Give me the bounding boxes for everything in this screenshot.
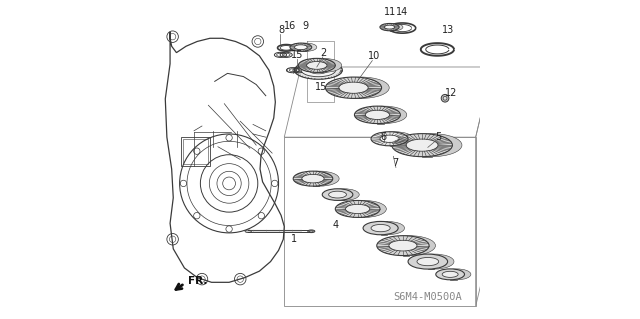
Ellipse shape [442, 269, 471, 280]
Text: 8: 8 [278, 25, 284, 35]
Circle shape [441, 94, 449, 102]
Ellipse shape [245, 230, 252, 233]
Ellipse shape [302, 174, 324, 183]
Ellipse shape [325, 77, 381, 98]
Ellipse shape [376, 132, 413, 146]
Text: 6: 6 [381, 132, 387, 142]
Ellipse shape [406, 139, 438, 151]
Ellipse shape [371, 132, 408, 146]
Ellipse shape [380, 135, 399, 142]
Ellipse shape [369, 221, 404, 235]
Text: 11: 11 [384, 7, 396, 17]
Ellipse shape [365, 110, 390, 119]
Ellipse shape [408, 254, 447, 269]
Ellipse shape [384, 24, 403, 31]
Text: 15: 15 [291, 50, 303, 60]
Ellipse shape [335, 200, 380, 218]
Ellipse shape [377, 236, 429, 256]
Bar [183, 139, 208, 164]
Text: FR.: FR. [188, 276, 207, 286]
Text: 1: 1 [291, 234, 298, 244]
Ellipse shape [307, 62, 327, 69]
Ellipse shape [294, 61, 342, 79]
Ellipse shape [383, 236, 435, 256]
Ellipse shape [363, 221, 398, 235]
Ellipse shape [309, 231, 313, 232]
Ellipse shape [389, 240, 417, 251]
Ellipse shape [300, 171, 339, 186]
Text: 14: 14 [396, 7, 408, 17]
Text: 7: 7 [392, 158, 398, 168]
Ellipse shape [346, 204, 370, 213]
Text: 4: 4 [332, 220, 339, 230]
Ellipse shape [401, 134, 462, 157]
Ellipse shape [328, 191, 346, 198]
Text: 15: 15 [316, 82, 328, 92]
Ellipse shape [293, 171, 333, 186]
Text: 5: 5 [435, 132, 441, 142]
Ellipse shape [295, 43, 317, 51]
Ellipse shape [385, 25, 395, 29]
Ellipse shape [436, 269, 465, 280]
Ellipse shape [309, 67, 328, 74]
Ellipse shape [290, 43, 312, 51]
Ellipse shape [301, 63, 335, 77]
Ellipse shape [380, 24, 399, 31]
Ellipse shape [392, 134, 452, 157]
Text: 9: 9 [302, 20, 308, 31]
Ellipse shape [294, 45, 307, 50]
Ellipse shape [355, 106, 401, 123]
Ellipse shape [342, 200, 387, 218]
Text: S6M4-M0500A: S6M4-M0500A [394, 292, 462, 302]
Ellipse shape [417, 257, 438, 266]
Text: 12: 12 [445, 87, 458, 98]
Ellipse shape [361, 106, 407, 123]
Text: 13: 13 [442, 25, 454, 35]
Ellipse shape [308, 230, 315, 233]
Ellipse shape [371, 225, 390, 232]
Ellipse shape [333, 77, 389, 98]
Ellipse shape [322, 189, 353, 200]
Bar [181, 137, 210, 166]
Ellipse shape [415, 254, 454, 269]
Circle shape [443, 96, 447, 100]
Ellipse shape [328, 189, 359, 200]
Ellipse shape [442, 271, 458, 277]
Ellipse shape [298, 58, 335, 72]
Ellipse shape [305, 58, 342, 72]
Text: 16: 16 [284, 21, 296, 31]
Ellipse shape [339, 82, 368, 93]
Text: 10: 10 [367, 51, 380, 61]
Text: 2: 2 [320, 48, 326, 58]
